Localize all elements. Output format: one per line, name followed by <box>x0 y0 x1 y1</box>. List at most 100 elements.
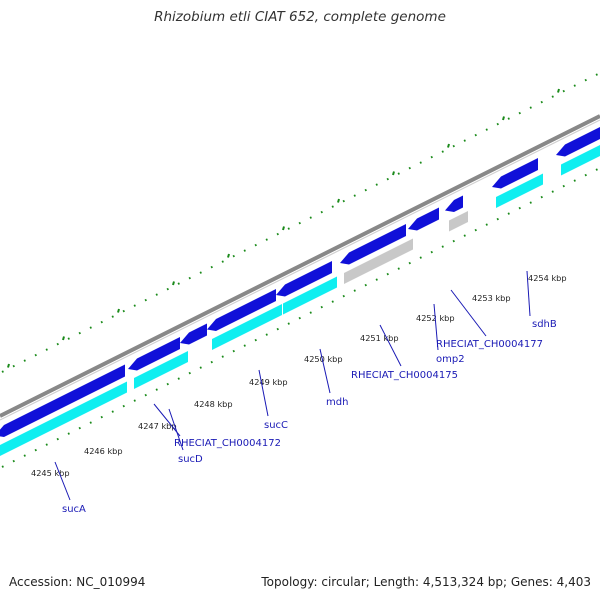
gene-forward[interactable] <box>492 158 538 189</box>
outer-tick-dot <box>122 309 125 313</box>
outer-tick-dot <box>386 177 389 181</box>
outer-tick-dot <box>518 111 521 115</box>
outer-tick-dot <box>419 161 422 164</box>
accession-text: Accession: NC_010994 <box>9 575 146 589</box>
gene-forward[interactable] <box>180 323 207 345</box>
outer-tick-dot <box>166 287 169 291</box>
feature-noncoding[interactable] <box>449 211 468 232</box>
gene-reverse[interactable] <box>496 173 543 209</box>
gene-label-rheciat_ch0004175[interactable]: RHECIAT_CH0004175 <box>351 370 458 381</box>
gene-forward[interactable] <box>340 224 406 265</box>
outer-tick-dot <box>254 243 257 247</box>
outer-tick-dot <box>1 370 4 373</box>
inner-tick-dot <box>441 245 444 248</box>
outer-tick-major <box>337 198 340 203</box>
inner-tick-dot <box>518 206 521 210</box>
gene-label-sdhb[interactable]: sdhB <box>532 319 557 330</box>
gene-reverse[interactable] <box>283 276 337 315</box>
outer-tick-dot <box>67 337 70 340</box>
inner-tick-dot <box>364 283 367 287</box>
backbone-shadow <box>0 119 600 421</box>
outer-tick-dot <box>287 227 290 230</box>
inner-tick-dot <box>12 459 15 463</box>
inner-tick-dot <box>155 388 158 391</box>
outer-tick-major <box>7 363 10 368</box>
tick-label: 4246 kbp <box>84 446 123 456</box>
tick-label: 4250 kbp <box>304 354 343 364</box>
outer-tick-dot <box>199 271 202 274</box>
outer-tick-dot <box>221 260 224 263</box>
gene-label-connector <box>433 303 439 351</box>
inner-tick-dot <box>507 212 510 215</box>
inner-tick-dot <box>144 393 147 397</box>
map-title: Rhizobium etli CIAT 652, complete genome <box>154 9 446 25</box>
feature-noncoding[interactable] <box>344 238 413 285</box>
outer-tick-dot <box>320 210 323 214</box>
inner-tick-dot <box>221 355 224 358</box>
outer-tick-major <box>392 171 395 176</box>
gene-label-connector <box>54 461 71 501</box>
inner-tick-dot <box>243 344 246 347</box>
outer-tick-dot <box>298 221 301 225</box>
inner-tick-dot <box>287 322 290 325</box>
inner-tick-dot <box>529 201 532 204</box>
inner-tick-dot <box>276 327 279 331</box>
gene-reverse[interactable] <box>561 140 600 176</box>
outer-tick-dot <box>133 304 136 307</box>
gene-forward[interactable] <box>408 207 439 231</box>
inner-tick-dot <box>430 250 433 254</box>
outer-tick-dot <box>507 117 510 120</box>
outer-tick-dot <box>309 216 312 219</box>
genome-summary-text: Topology: circular; Length: 4,513,324 bp… <box>261 575 591 589</box>
tick-label: 4254 kbp <box>528 273 567 283</box>
outer-tick-dot <box>243 249 246 252</box>
gene-label-succ[interactable]: sucC <box>264 420 288 431</box>
outer-tick-dot <box>540 100 543 104</box>
inner-tick-dot <box>386 272 389 276</box>
gene-forward[interactable] <box>445 195 463 213</box>
outer-tick-dot <box>210 265 213 269</box>
gene-label-connector <box>258 369 269 417</box>
outer-tick-dot <box>397 172 400 175</box>
gene-forward[interactable] <box>556 122 600 157</box>
outer-tick-major <box>62 336 65 341</box>
gene-label-rheciat_ch0004172[interactable]: RHECIAT_CH0004172 <box>174 438 281 449</box>
inner-tick-dot <box>1 465 4 468</box>
gene-label-sucd[interactable]: sucD <box>178 454 203 465</box>
gene-label-connector <box>379 324 402 367</box>
gene-label-connector <box>153 403 181 437</box>
inner-tick-dot <box>419 256 422 259</box>
gene-reverse[interactable] <box>0 381 127 459</box>
inner-tick-dot <box>199 366 202 369</box>
inner-tick-dot <box>232 349 235 353</box>
inner-tick-dot <box>408 261 411 265</box>
gene-forward[interactable] <box>128 337 180 371</box>
gene-label-suca[interactable]: sucA <box>62 504 86 515</box>
outer-tick-dot <box>89 326 92 329</box>
inner-tick-dot <box>122 404 125 408</box>
gene-forward[interactable] <box>207 289 276 331</box>
inner-tick-dot <box>573 179 576 182</box>
outer-tick-dot <box>496 122 499 126</box>
gene-forward[interactable] <box>276 261 332 297</box>
tick-label: 4249 kbp <box>249 377 288 387</box>
inner-tick-dot <box>397 267 400 270</box>
outer-tick-dot <box>23 359 26 362</box>
gene-label-omp2[interactable]: omp2 <box>436 354 465 365</box>
gene-reverse[interactable] <box>134 351 188 389</box>
inner-tick-dot <box>309 311 312 314</box>
inner-tick-dot <box>188 371 191 375</box>
gene-label-connector <box>168 408 184 451</box>
gene-label-rheciat_ch0004177[interactable]: RHECIAT_CH0004177 <box>436 339 543 350</box>
inner-tick-dot <box>551 190 554 193</box>
outer-tick-dot <box>78 331 81 335</box>
outer-tick-dot <box>430 155 433 159</box>
outer-tick-major <box>502 116 505 121</box>
inner-tick-dot <box>496 217 499 221</box>
gene-reverse[interactable] <box>212 304 282 350</box>
outer-tick-dot <box>573 84 576 87</box>
gene-label-mdh[interactable]: mdh <box>326 397 348 408</box>
inner-tick-dot <box>452 239 455 243</box>
gene-forward[interactable] <box>0 364 125 438</box>
